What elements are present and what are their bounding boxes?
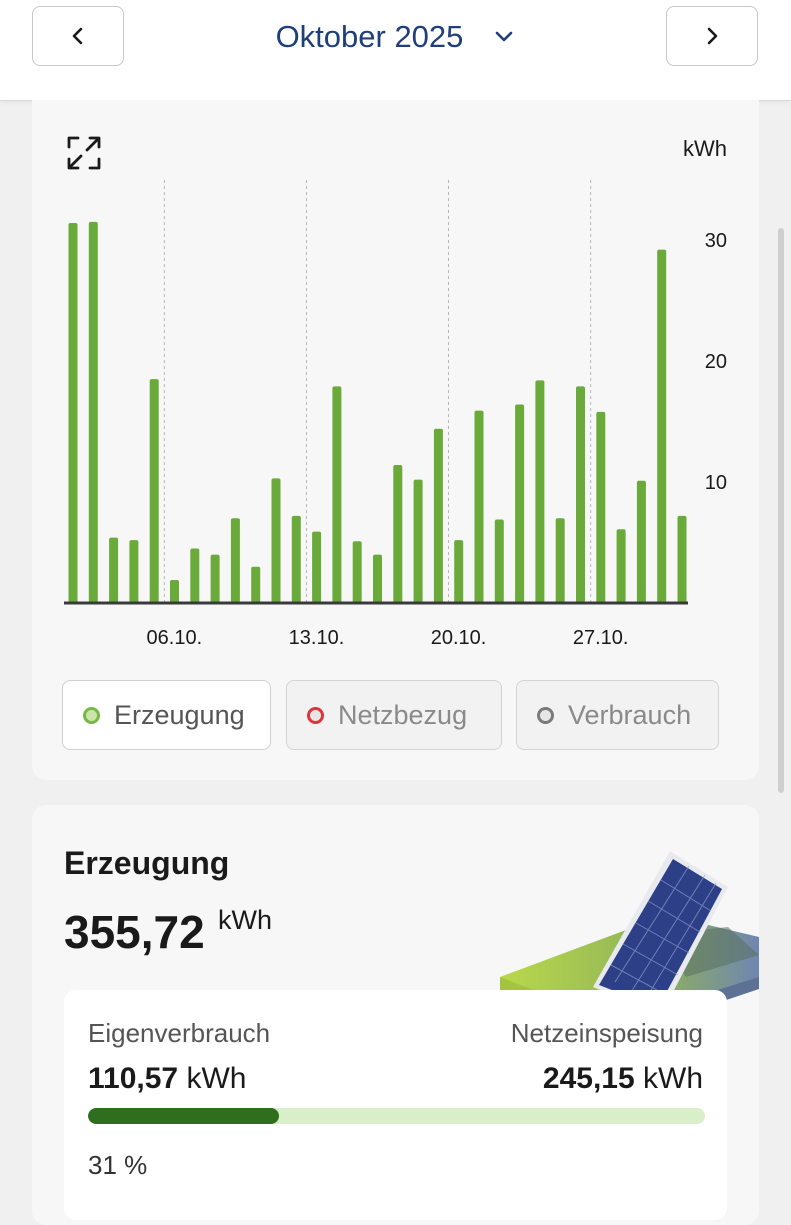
bar-11.10.[interactable] xyxy=(271,478,281,603)
summary-total-value: 355,72 xyxy=(64,906,205,958)
feed-in-unit: kWh xyxy=(643,1062,703,1095)
bar-09.10.[interactable] xyxy=(230,518,240,603)
summary-total-unit: kWh xyxy=(218,905,272,935)
bar-24.10.[interactable] xyxy=(535,380,545,603)
x-tick-label: 13.10. xyxy=(289,627,345,649)
feed-in-label: Netzeinspeisung xyxy=(510,1018,703,1048)
bar-28.10.[interactable] xyxy=(616,529,626,603)
self-consumption-progress-fill xyxy=(88,1108,280,1124)
bar-06.10.[interactable] xyxy=(170,580,179,603)
self-consumption-number: 110,57 xyxy=(88,1062,179,1095)
bar-07.10.[interactable] xyxy=(190,548,200,603)
y-tick-label: 10 xyxy=(705,472,727,494)
summary-title: Erzeugung xyxy=(64,845,230,881)
chart-card: kWh 10 20 30 06.10. 13.10. 20.10. 27.10. Erze… xyxy=(32,100,759,780)
bar-02.10.[interactable] xyxy=(88,221,98,603)
chevron-down-icon xyxy=(496,31,513,42)
self-consumption-unit: kWh xyxy=(186,1062,247,1095)
bar-14.10.[interactable] xyxy=(332,386,342,603)
bar-26.10.[interactable] xyxy=(576,386,585,603)
y-tick-label: 30 xyxy=(705,230,727,252)
bar-08.10.[interactable] xyxy=(210,554,220,603)
consumption-split-card: Eigenverbrauch Netzeinspeisung 110,57 kW… xyxy=(64,990,727,1220)
bar-20.10.[interactable] xyxy=(454,540,464,603)
legend-verbrauch-label: Verbrauch xyxy=(568,699,692,730)
legend-netzbezug-toggle[interactable]: Netzbezug xyxy=(286,680,502,750)
next-month-button[interactable] xyxy=(666,6,758,66)
summary-card: Erzeugung 355,72 kWh Eigenverbrauc xyxy=(32,805,759,1225)
legend-verbrauch-dot xyxy=(537,706,554,724)
bar-29.10.[interactable] xyxy=(636,480,646,603)
bar-30.10.[interactable] xyxy=(657,249,667,603)
top-bar: Oktober 2025 xyxy=(0,0,791,101)
bar-01.10.[interactable] xyxy=(68,223,78,603)
month-selector[interactable]: Oktober 2025 xyxy=(200,14,591,60)
bar-05.10.[interactable] xyxy=(149,379,159,603)
bar-18.10.[interactable] xyxy=(413,479,423,603)
legend-netzbezug-label: Netzbezug xyxy=(338,699,468,730)
x-tick-label: 20.10. xyxy=(431,627,487,649)
bar-27.10.[interactable] xyxy=(596,411,606,603)
scrollbar[interactable] xyxy=(778,228,784,793)
bar-16.10.[interactable] xyxy=(373,554,382,603)
chevron-right-icon xyxy=(707,27,718,45)
bar-21.10.[interactable] xyxy=(474,410,484,603)
self-consumption-label: Eigenverbrauch xyxy=(88,1018,271,1048)
bar-22.10.[interactable] xyxy=(494,519,504,603)
expand-icon[interactable] xyxy=(64,133,104,173)
bar-15.10.[interactable] xyxy=(352,541,362,603)
x-tick-label: 27.10. xyxy=(573,627,629,649)
legend-erzeugung-toggle[interactable]: Erzeugung xyxy=(62,680,271,750)
bar-25.10.[interactable] xyxy=(555,518,565,603)
x-tick-label: 06.10. xyxy=(147,627,203,649)
feed-in-number: 245,15 xyxy=(542,1062,635,1095)
bar-12.10.[interactable] xyxy=(291,515,301,603)
legend-erzeugung-label: Erzeugung xyxy=(114,699,245,730)
bar-23.10.[interactable] xyxy=(515,404,525,603)
previous-month-button[interactable] xyxy=(32,6,124,66)
legend-verbrauch-toggle[interactable]: Verbrauch xyxy=(516,680,719,750)
chart-unit-label: kWh xyxy=(683,136,727,161)
bar-17.10.[interactable] xyxy=(393,465,403,603)
self-consumption-percent: 31 % xyxy=(88,1150,148,1180)
bar-03.10.[interactable] xyxy=(109,537,119,603)
bar-04.10.[interactable] xyxy=(129,540,139,603)
legend-erzeugung-dot xyxy=(83,706,100,724)
feed-in-value: 245,15 kWh xyxy=(543,1062,703,1096)
self-consumption-value: 110,57 kWh xyxy=(88,1062,246,1096)
bar-13.10.[interactable] xyxy=(312,531,322,603)
bar-19.10.[interactable] xyxy=(433,428,443,603)
legend-netzbezug-dot xyxy=(307,706,324,724)
month-label: Oktober 2025 xyxy=(275,19,464,54)
production-bar-chart: kWh 10 20 30 06.10. 13.10. 20.10. 27.10. xyxy=(64,136,727,649)
bar-10.10.[interactable] xyxy=(251,566,261,603)
bar-31.10.[interactable] xyxy=(677,515,687,603)
y-tick-label: 20 xyxy=(705,351,727,373)
chevron-left-icon xyxy=(72,27,83,45)
self-consumption-progress xyxy=(88,1108,705,1124)
